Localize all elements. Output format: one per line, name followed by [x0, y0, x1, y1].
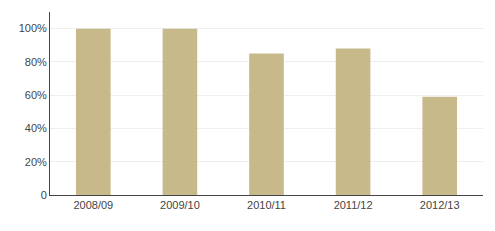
svg-text:80%: 80% [25, 56, 47, 68]
svg-text:2010/11: 2010/11 [247, 199, 286, 211]
svg-text:20%: 20% [25, 156, 47, 168]
svg-text:0: 0 [41, 189, 47, 201]
svg-text:60%: 60% [25, 89, 47, 101]
svg-text:100%: 100% [19, 22, 47, 34]
svg-text:40%: 40% [25, 122, 47, 134]
svg-text:2012/13: 2012/13 [420, 199, 460, 211]
svg-text:2011/12: 2011/12 [334, 199, 373, 211]
svg-text:2008/09: 2008/09 [73, 199, 113, 211]
svg-text:2009/10: 2009/10 [160, 199, 200, 211]
